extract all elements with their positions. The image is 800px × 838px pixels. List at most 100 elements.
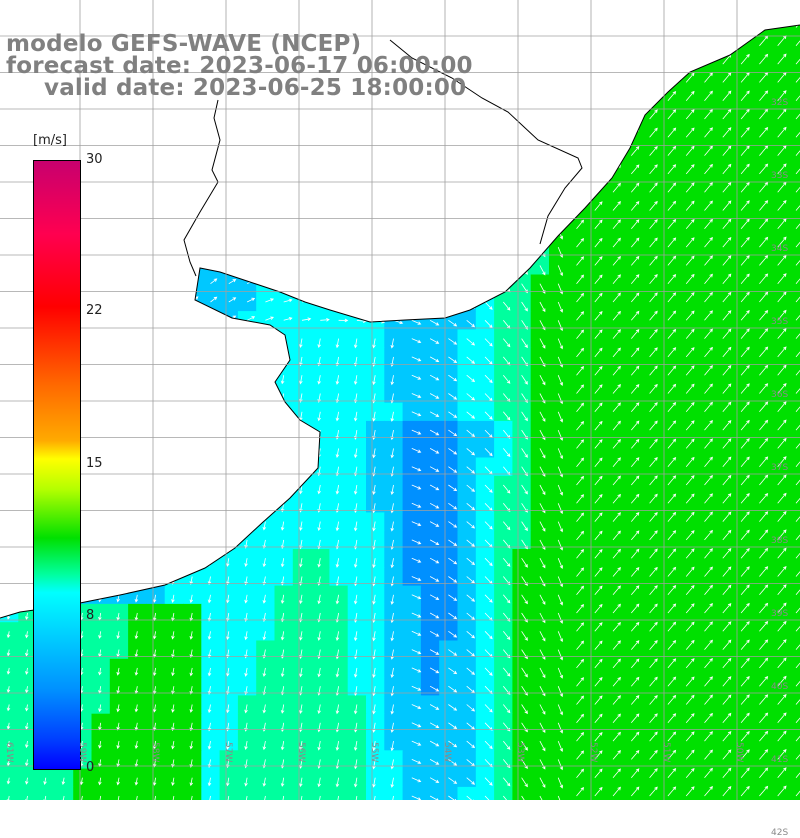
wind-arrow <box>704 621 713 632</box>
wind-arrow <box>390 704 395 715</box>
wind-arrow <box>539 649 546 660</box>
field-cell <box>732 786 751 800</box>
wind-arrow <box>740 181 750 193</box>
wind-arrow <box>667 310 677 321</box>
wind-arrow <box>411 521 422 527</box>
field-cell <box>768 640 788 660</box>
wind-arrow <box>390 484 395 496</box>
wind-arrow <box>280 777 285 787</box>
wind-arrow <box>299 393 303 403</box>
field-cell <box>640 329 660 349</box>
wind-arrow <box>502 411 511 421</box>
field-cell <box>622 585 642 605</box>
field-cell <box>585 494 605 513</box>
field-cell <box>695 457 715 477</box>
wind-arrow <box>649 511 658 522</box>
wind-arrow <box>152 759 157 768</box>
field-cell <box>768 732 788 751</box>
field-cell <box>622 768 642 788</box>
wind-arrow <box>704 218 713 230</box>
wind-arrow <box>539 558 546 569</box>
wind-arrow <box>557 375 563 386</box>
field-cell <box>603 311 623 330</box>
field-cell <box>567 732 587 751</box>
field-cell <box>677 512 696 532</box>
wind-arrow <box>521 374 528 385</box>
field-cell <box>640 439 660 459</box>
wind-arrow <box>189 576 194 585</box>
wind-arrow <box>6 667 11 675</box>
field-cell <box>567 658 587 678</box>
field-cell <box>750 677 770 696</box>
wind-arrow <box>795 534 800 541</box>
wind-arrow <box>353 722 358 733</box>
field-cell <box>658 732 678 751</box>
field-cell <box>237 786 257 800</box>
wind-arrow <box>722 108 732 120</box>
wind-arrow <box>612 310 621 321</box>
wind-arrow <box>411 411 422 417</box>
field-cell <box>603 366 623 385</box>
field-cell <box>695 402 715 422</box>
wind-arrow <box>448 759 458 766</box>
wind-arrow <box>335 411 340 422</box>
wind-arrow <box>152 777 157 786</box>
field-cell <box>622 695 642 715</box>
field-cell <box>640 146 660 166</box>
wind-arrow <box>280 558 285 568</box>
wind-arrow <box>649 530 658 541</box>
wind-arrow <box>448 502 458 510</box>
field-cell <box>768 384 788 404</box>
wind-arrow <box>557 448 563 460</box>
wind-arrow <box>116 594 120 603</box>
field-cell <box>786 786 800 800</box>
field-cell <box>768 109 788 129</box>
wind-arrow <box>685 273 695 284</box>
wind-arrow <box>704 767 713 778</box>
wind-arrow <box>795 717 800 724</box>
wind-arrow <box>630 237 640 248</box>
wind-arrow <box>557 704 563 716</box>
field-cell <box>622 439 642 459</box>
field-cell <box>603 274 623 294</box>
field-cell <box>750 256 770 276</box>
wind-arrow <box>390 741 395 752</box>
wind-arrow <box>777 511 787 522</box>
wind-arrow <box>372 338 376 349</box>
wind-arrow <box>777 382 787 394</box>
wind-arrow <box>740 676 750 687</box>
field-cell <box>677 585 696 605</box>
field-cell <box>713 549 733 568</box>
field-cell <box>109 786 129 800</box>
wind-arrow <box>353 338 358 349</box>
wind-arrow <box>502 448 511 458</box>
wind-arrow <box>448 594 458 601</box>
wind-arrow <box>740 730 750 742</box>
wind-arrow <box>116 741 120 749</box>
field-cell <box>603 603 623 623</box>
field-cell <box>603 585 623 605</box>
wind-arrow <box>740 419 750 431</box>
field-cell <box>695 750 715 770</box>
wind-arrow <box>630 658 640 669</box>
wind-arrow <box>630 493 640 504</box>
field-cell <box>713 366 733 385</box>
field-cell <box>786 457 800 477</box>
wind-arrow <box>685 328 695 339</box>
wind-arrow <box>649 164 658 175</box>
wind-arrow <box>466 411 476 419</box>
wind-arrow <box>448 630 458 638</box>
wind-arrow <box>704 200 713 211</box>
wind-arrow <box>429 612 440 619</box>
field-cell <box>658 713 678 733</box>
wind-arrow <box>667 145 677 156</box>
wind-arrow <box>372 558 376 569</box>
wind-arrow <box>667 511 677 522</box>
field-cell <box>695 146 715 166</box>
wind-arrow <box>207 631 212 640</box>
field-cell <box>677 420 696 440</box>
wind-arrow <box>299 741 303 751</box>
wind-arrow <box>280 594 285 604</box>
wind-arrow <box>740 511 750 522</box>
wind-arrow <box>612 512 621 522</box>
